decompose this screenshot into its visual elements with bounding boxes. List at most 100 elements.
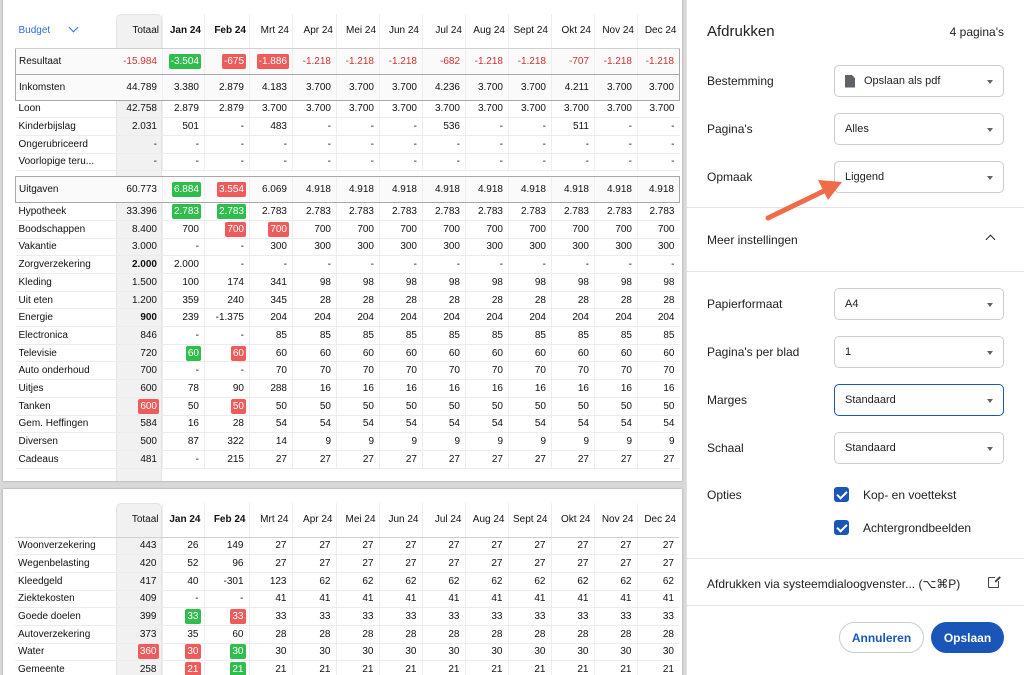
col-header-apr: Apr 24 <box>291 503 336 538</box>
month-cell: 62 <box>593 572 637 591</box>
cancel-button[interactable]: Annuleren <box>839 622 924 653</box>
month-cell: 27 <box>336 450 380 469</box>
table-row: Goede doelen 399 33 33 33 33 33 33 33 33 33 33 33 33 <box>15 607 679 626</box>
month-cell: 96 <box>203 554 249 573</box>
month-cell: 21 <box>248 660 292 675</box>
month-cell: 9 <box>379 432 423 451</box>
col-header-jun: Jun 24 <box>378 503 422 538</box>
highlighted-value: 6.884 <box>171 182 201 198</box>
total-cell: 417 <box>116 572 162 591</box>
month-cell: 3.700 <box>379 100 423 119</box>
month-cell: 300 <box>637 238 680 257</box>
month-cell: 2.783 <box>249 202 293 221</box>
pages-per-sheet-select[interactable]: 1 <box>834 336 1004 368</box>
col-header-nov: Nov 24 <box>593 503 637 538</box>
cell-value: 60 <box>405 347 417 359</box>
month-cell: -675 <box>204 47 250 75</box>
month-cell: 9 <box>465 432 509 451</box>
month-cell: 27 <box>291 554 336 573</box>
month-cell: 85 <box>336 326 380 345</box>
month-cell: 700 <box>336 220 380 239</box>
cell-value: 3.700 <box>391 103 417 115</box>
cell-value: 27 <box>620 540 632 552</box>
month-cell: 54 <box>508 415 552 434</box>
layout-label: Opmaak <box>707 170 753 184</box>
table-row: Gemeente 258 21 21 21 21 21 21 21 21 21 21 21 21 <box>15 660 679 675</box>
month-cell: - <box>465 117 509 136</box>
row-label: Zorgverzekering <box>15 255 117 274</box>
cell-value: 70 <box>534 365 546 377</box>
month-cell: 54 <box>379 415 423 434</box>
month-cell: 21 <box>335 660 379 675</box>
table-row: Hypotheek 33.396 2.783 2.783 2.783 2.783 2.783… <box>15 202 680 221</box>
month-cell: 700 <box>162 220 205 239</box>
cell-value: 2.783 <box>477 206 503 218</box>
month-cell: - <box>336 255 380 274</box>
chevron-up-icon[interactable] <box>985 234 996 245</box>
paper-size-select[interactable]: A4 <box>834 288 1004 320</box>
cell-value: 44.789 <box>126 81 157 93</box>
cell-value: 700 <box>314 223 331 235</box>
month-cell: 204 <box>594 308 638 328</box>
scale-select[interactable]: Standaard <box>834 432 1004 464</box>
cell-value: - <box>671 138 675 150</box>
more-settings-toggle[interactable]: Meer instellingen <box>707 233 798 247</box>
cell-value: 54 <box>319 418 331 430</box>
cell-value: -1.218 <box>645 55 674 67</box>
month-cell: 33 <box>636 607 679 626</box>
cell-value: 28 <box>534 294 546 306</box>
total-cell: 44.789 <box>116 73 163 101</box>
month-cell: 98 <box>551 273 595 292</box>
month-cell: 33 <box>248 607 292 626</box>
headers-footers-label[interactable]: Kop- en voettekst <box>863 488 957 502</box>
margins-select[interactable]: Standaard <box>834 384 1004 416</box>
cell-value: 62 <box>534 575 546 587</box>
cell-value: - <box>456 259 460 271</box>
cell-value: - <box>671 259 675 271</box>
total-cell: 373 <box>116 625 162 644</box>
month-cell: 62 <box>507 572 551 591</box>
cell-value: 30 <box>577 646 589 658</box>
cell-value: 21 <box>362 664 374 675</box>
table-row: Water 360 30 30 30 30 30 30 30 30 30 30 30 30 <box>15 643 679 662</box>
cell-value: 9 <box>668 436 675 448</box>
cell-value: - <box>671 156 675 168</box>
pages-select[interactable]: Alles <box>834 113 1004 145</box>
cell-value: - <box>413 156 417 168</box>
headers-footers-checkbox[interactable] <box>834 487 849 502</box>
month-cell: 27 <box>464 537 508 556</box>
cell-value: 60 <box>275 347 287 359</box>
cell-value: 2.783 <box>520 206 546 218</box>
cell-value: 720 <box>140 347 157 359</box>
cell-value: 409 <box>139 593 157 605</box>
budget-dropdown[interactable]: Budget <box>15 14 117 49</box>
month-cell: 2.783 <box>508 202 552 221</box>
month-cell: - <box>249 153 293 172</box>
system-dialog-link[interactable]: Afdrukken via systeemdialoogvenster... (… <box>707 577 961 591</box>
month-cell: 50 <box>637 397 680 416</box>
background-graphics-label[interactable]: Achtergrondbeelden <box>863 521 972 535</box>
cell-value: 70 <box>663 365 675 377</box>
highlighted-value: 3.554 <box>216 182 246 198</box>
background-graphics-checkbox[interactable] <box>834 520 849 535</box>
preview-page-2: Totaal Jan 24 Feb 24 Mrt 24 Apr 24 Mei 2… <box>3 489 682 675</box>
cell-value: 52 <box>187 558 199 570</box>
row-label: Hypotheek <box>15 202 117 221</box>
month-cell: 60 <box>379 344 423 363</box>
month-cell: -1.218 <box>336 47 380 75</box>
month-cell: 4.918 <box>292 176 337 204</box>
col-header-sept: Sept 24 <box>507 503 551 538</box>
cell-value: 50 <box>663 400 675 412</box>
month-cell: 14 <box>249 432 293 451</box>
save-button[interactable]: Opslaan <box>931 622 1004 653</box>
cell-value: 27 <box>275 558 287 570</box>
month-cell: 27 <box>636 537 679 556</box>
cell-value: 3.700 <box>649 103 675 115</box>
cell-value: 33 <box>405 611 417 623</box>
month-cell: 27 <box>335 537 379 556</box>
layout-select[interactable]: Liggend <box>834 161 1004 193</box>
month-cell: 50 <box>551 397 595 416</box>
total-cell: 2.000 <box>116 255 163 274</box>
destination-select[interactable]: Opslaan als pdf <box>834 65 1004 97</box>
open-external-icon[interactable] <box>988 575 1001 588</box>
